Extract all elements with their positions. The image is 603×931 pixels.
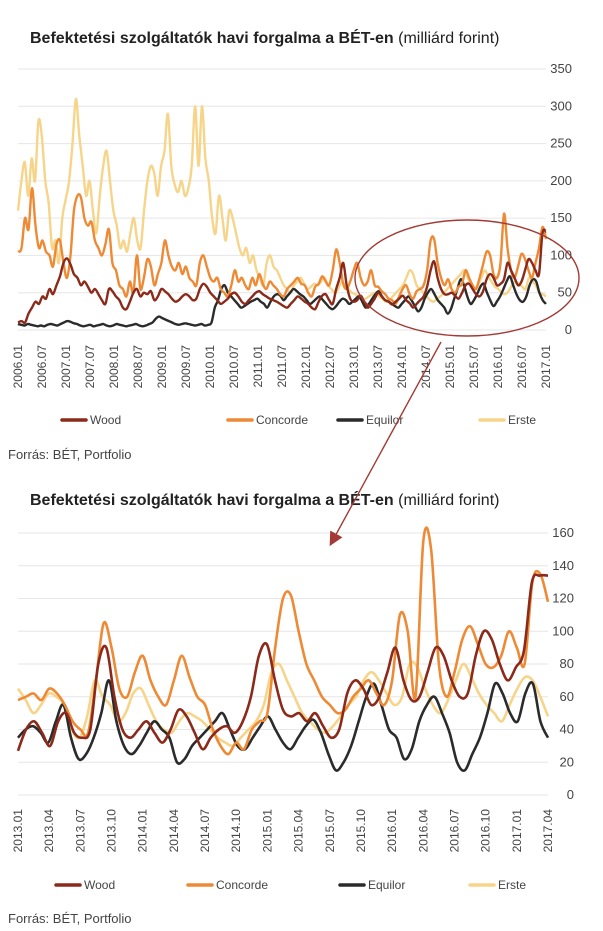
- x-tick-label: 2014.07: [198, 809, 212, 853]
- y-tick-label: 80: [560, 656, 574, 671]
- source-bottom: Forrás: BÉT, Portfolio: [8, 911, 132, 926]
- legend-label-equilor: Equilor: [368, 878, 405, 892]
- x-tick-label: 2015.04: [292, 809, 306, 853]
- series-line-concorde: [17, 526, 550, 756]
- y-tick-label: 150: [550, 210, 572, 225]
- y-tick-label: 200: [550, 173, 572, 188]
- x-tick-label: 2014.01: [395, 345, 409, 389]
- chart-title-bottom-unit: (milliárd forint): [398, 492, 500, 509]
- legend-label-wood: Wood: [84, 878, 115, 892]
- x-tick-label: 2011.01: [251, 345, 265, 388]
- x-tick-label: 2014.04: [167, 809, 181, 853]
- x-tick-label: 2006.01: [11, 345, 25, 389]
- source-top: Forrás: BÉT, Portfolio: [8, 447, 132, 462]
- x-tick-label: 2017.01: [539, 345, 553, 389]
- y-tick-label: 100: [550, 247, 572, 262]
- x-tick-label: 2017.01: [510, 809, 524, 853]
- x-tick-label: 2013.07: [73, 809, 87, 853]
- x-tick-label: 2015.07: [323, 809, 337, 853]
- chart-title-top-main: Befektetési szolgáltatók havi forgalma a…: [30, 30, 394, 47]
- x-tick-label: 2016.07: [515, 345, 529, 389]
- y-tick-label: 250: [550, 136, 572, 151]
- x-tick-label: 2010.01: [203, 345, 217, 389]
- chart-title-bottom: Befektetési szolgáltatók havi forgalma a…: [30, 492, 499, 510]
- x-tick-label: 2013.01: [347, 345, 361, 389]
- legend-label-equilor: Equilor: [366, 413, 403, 427]
- series-line-wood: [16, 573, 549, 752]
- y-tick-label: 160: [552, 525, 574, 540]
- x-tick-label: 2013.07: [371, 345, 385, 389]
- series-line-equilor: [17, 679, 550, 772]
- y-tick-label: 0: [565, 322, 572, 337]
- x-tick-label: 2012.01: [299, 345, 313, 389]
- x-tick-label: 2011.07: [275, 345, 289, 388]
- chart-bottom: 0 20 40 60 80 100 120 140 160 2013.01 2013.04 2013.…: [11, 525, 574, 892]
- x-tick-label: 2015.01: [260, 809, 274, 853]
- x-tick-label: 2013.01: [11, 809, 25, 853]
- y-tick-label: 140: [552, 558, 574, 573]
- series-line-concorde: [17, 187, 548, 306]
- chart-title-bottom-main: Befektetési szolgáltatók havi forgalma a…: [30, 492, 394, 509]
- chart-top: 0 50 100 150 200 250 300 350 2006.01 2006.07 2007.…: [11, 61, 572, 427]
- x-tick-label: 2008.01: [107, 345, 121, 389]
- x-tick-label: 2009.01: [155, 345, 169, 389]
- x-tick-label: 2013.10: [105, 809, 119, 853]
- x-tick-label: 2016.01: [385, 809, 399, 853]
- x-tick-label: 2007.07: [83, 345, 97, 389]
- y-tick-label: 300: [550, 98, 572, 113]
- x-tick-label: 2015.07: [467, 345, 481, 389]
- chart-title-top: Befektetési szolgáltatók havi forgalma a…: [30, 30, 499, 48]
- x-tick-label: 2013.04: [42, 809, 56, 853]
- x-tick-label: 2014.07: [419, 345, 433, 389]
- y-tick-label: 350: [550, 61, 572, 76]
- y-tick-label: 40: [560, 722, 574, 737]
- x-tick-label: 2016.04: [416, 809, 430, 853]
- x-tick-label: 2007.01: [59, 345, 73, 389]
- x-tick-label: 2008.07: [131, 345, 145, 389]
- legend-label-wood: Wood: [90, 413, 121, 427]
- y-tick-label: 20: [560, 754, 574, 769]
- y-tick-label: 60: [560, 689, 574, 704]
- x-tick-label: 2014.10: [229, 809, 243, 853]
- y-tick-label: 0: [567, 787, 574, 802]
- x-tick-label: 2010.07: [227, 345, 241, 389]
- x-tick-label: 2017.04: [541, 809, 555, 853]
- x-tick-label: 2006.07: [35, 345, 49, 389]
- x-tick-label: 2015.01: [443, 345, 457, 389]
- legend-label-concorde: Concorde: [216, 878, 268, 892]
- y-tick-label: 120: [552, 591, 574, 606]
- x-tick-label: 2015.10: [354, 809, 368, 853]
- series-line-erste: [16, 660, 550, 748]
- legend-label-concorde: Concorde: [256, 413, 308, 427]
- x-tick-label: 2016.07: [447, 809, 461, 853]
- y-tick-label: 100: [552, 623, 574, 638]
- y-tick-label: 50: [558, 285, 572, 300]
- x-tick-label: 2016.10: [479, 809, 493, 853]
- x-tick-label: 2012.07: [323, 345, 337, 389]
- chart-title-top-unit: (milliárd forint): [398, 30, 500, 47]
- x-tick-label: 2009.07: [179, 345, 193, 389]
- legend-label-erste: Erste: [498, 878, 526, 892]
- x-tick-label: 2016.01: [491, 345, 505, 389]
- legend-label-erste: Erste: [508, 413, 536, 427]
- x-tick-label: 2014.01: [136, 809, 150, 853]
